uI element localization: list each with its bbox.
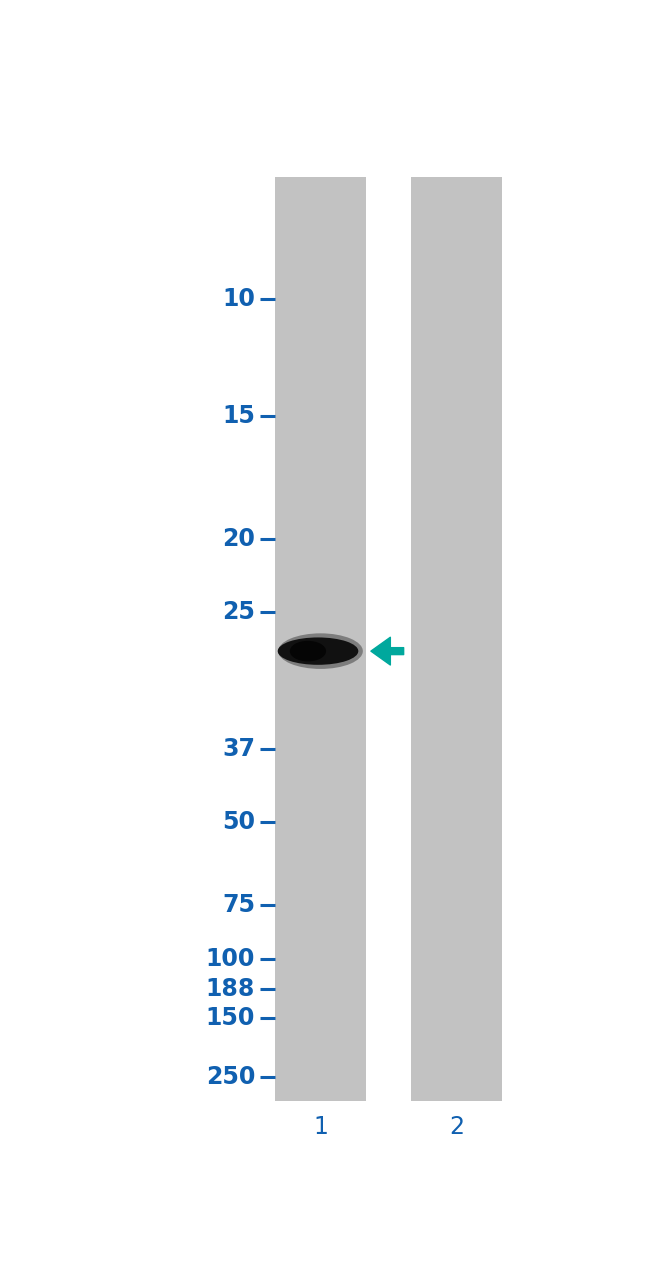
- Text: 188: 188: [205, 977, 255, 1001]
- Text: 25: 25: [222, 599, 255, 624]
- Text: 15: 15: [222, 404, 255, 428]
- Text: 2: 2: [449, 1115, 464, 1139]
- Text: 1: 1: [313, 1115, 328, 1139]
- Text: 10: 10: [222, 287, 255, 311]
- Bar: [411, 177, 502, 1101]
- Ellipse shape: [278, 634, 363, 669]
- Text: 100: 100: [205, 947, 255, 972]
- Ellipse shape: [290, 641, 326, 662]
- Ellipse shape: [278, 638, 358, 664]
- Text: 37: 37: [222, 737, 255, 761]
- Text: 150: 150: [205, 1006, 255, 1030]
- Text: 250: 250: [205, 1064, 255, 1088]
- Bar: [275, 177, 366, 1101]
- Text: 20: 20: [222, 527, 255, 551]
- Text: 50: 50: [222, 810, 255, 834]
- Text: 75: 75: [222, 893, 255, 917]
